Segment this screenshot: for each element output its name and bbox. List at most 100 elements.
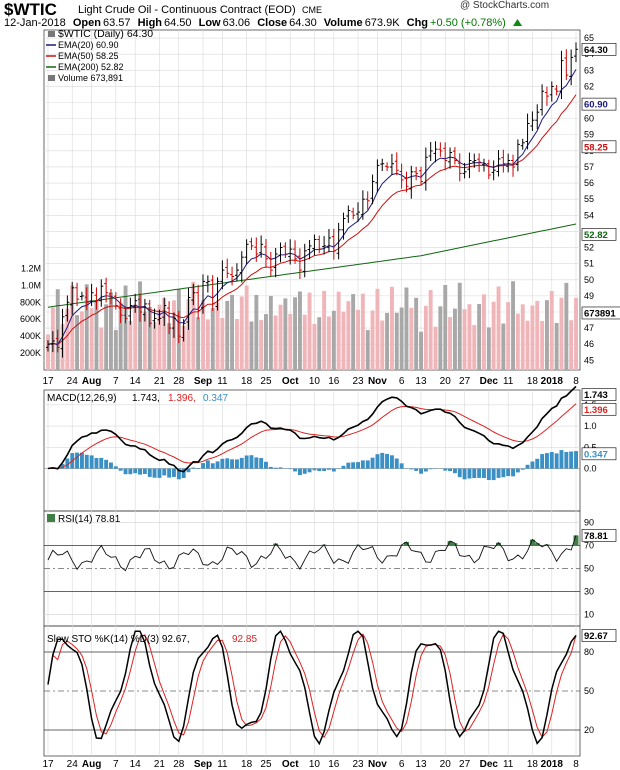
macd-histogram-bar bbox=[196, 468, 201, 469]
x-axis-label-top: 28 bbox=[173, 376, 185, 387]
macd-histogram-bar bbox=[341, 465, 346, 469]
ema200-tag-box bbox=[581, 228, 617, 241]
price-axis-label: 62 bbox=[584, 81, 594, 91]
x-axis-label-bottom: 13 bbox=[415, 759, 427, 770]
x-axis-label-top: 25 bbox=[260, 376, 272, 387]
macd-histogram-bar bbox=[545, 453, 549, 469]
macd-histogram-bar bbox=[569, 451, 574, 469]
volume-bar bbox=[414, 297, 419, 370]
last-price-tag-box bbox=[581, 43, 617, 56]
volume-bar bbox=[491, 301, 496, 370]
macd-histogram-bar bbox=[162, 468, 167, 476]
macd-histogram-bar bbox=[351, 462, 356, 469]
x-axis-label-bottom: 20 bbox=[440, 759, 452, 770]
rsi-overbought-fill bbox=[573, 535, 579, 546]
volume-bar bbox=[331, 310, 336, 370]
volume-bar bbox=[356, 309, 360, 370]
macd-histogram-bar bbox=[249, 455, 254, 469]
macd-histogram-bar bbox=[99, 457, 104, 469]
rsi-axis-label: 90 bbox=[584, 518, 594, 528]
volume-bar bbox=[186, 299, 191, 370]
volume-axis-label: 1.2M bbox=[21, 263, 41, 273]
macd-histogram-bar bbox=[215, 461, 220, 469]
macd-histogram-bar bbox=[322, 468, 327, 471]
macd-signal-line bbox=[47, 403, 577, 470]
x-axis-label-top: Dec bbox=[480, 376, 499, 387]
volume-bar bbox=[540, 320, 545, 370]
volume-bar bbox=[317, 317, 322, 370]
volume-bar bbox=[75, 315, 79, 370]
macd-histogram-bar bbox=[477, 468, 482, 478]
price-axis-label: 54 bbox=[584, 210, 594, 220]
x-axis-label-bottom: Dec bbox=[480, 759, 499, 770]
volume-bar bbox=[109, 292, 113, 370]
volume-bar bbox=[419, 331, 423, 370]
volume-bar bbox=[89, 308, 94, 370]
volume-bar bbox=[365, 330, 370, 370]
macd-histogram-bar bbox=[448, 468, 452, 472]
macd-histogram-bar bbox=[239, 457, 244, 469]
macd-histogram-bar bbox=[317, 468, 322, 471]
x-axis-label-top: 2018 bbox=[541, 376, 564, 387]
volume-axis-label: 800K bbox=[20, 297, 41, 307]
macd-histogram-bar bbox=[525, 464, 530, 469]
volume-bar bbox=[457, 282, 462, 370]
low-value: 63.06 bbox=[222, 17, 251, 29]
x-axis-label-bottom: 2018 bbox=[541, 759, 564, 770]
macd-hist-tag-box bbox=[581, 447, 617, 461]
macd-histogram-bar bbox=[375, 454, 380, 469]
volume-bar bbox=[351, 294, 356, 370]
macd-histogram-bar bbox=[84, 454, 89, 469]
close-label: Close bbox=[257, 17, 288, 29]
volume-bar bbox=[554, 323, 559, 370]
macd-histogram-bar bbox=[549, 452, 554, 469]
sto-axis-label: 80 bbox=[584, 647, 594, 657]
sto-d-value: 92.85 bbox=[232, 634, 257, 645]
macd-histogram-bar bbox=[414, 468, 419, 471]
macd-tag-box bbox=[581, 388, 617, 401]
volume-bar bbox=[205, 319, 210, 370]
macd-histogram-bar bbox=[235, 459, 239, 469]
x-axis-label-bottom: 17 bbox=[42, 759, 54, 770]
ema200-tag: 52.82 bbox=[584, 230, 608, 241]
x-axis-label-top: 13 bbox=[415, 376, 427, 387]
price-axis-label: 55 bbox=[584, 194, 594, 204]
volume-axis-label: 200K bbox=[20, 348, 41, 358]
macd-line bbox=[47, 385, 577, 473]
macd-histogram-bar bbox=[254, 457, 259, 469]
macd-histogram-bar bbox=[506, 468, 511, 477]
volume-bar bbox=[404, 287, 409, 370]
chg-label: Chg bbox=[406, 17, 429, 29]
volume-bar bbox=[138, 281, 142, 370]
macd-histogram-bar bbox=[264, 461, 268, 469]
macd-title: MACD(12,26,9) bbox=[47, 393, 116, 404]
rsi-line bbox=[47, 535, 577, 572]
x-axis-label-bottom: 11 bbox=[217, 759, 228, 770]
macd-histogram-bar bbox=[298, 468, 302, 475]
sto-k-line bbox=[47, 629, 577, 746]
macd-histogram-bar bbox=[225, 458, 230, 469]
price-axis-label: 60 bbox=[584, 114, 594, 124]
macd-histogram-bar bbox=[365, 460, 370, 469]
x-axis-label-top: 20 bbox=[440, 376, 452, 387]
ema20-tag-box bbox=[581, 97, 617, 111]
volume-bar bbox=[341, 311, 346, 370]
volume-bar bbox=[530, 305, 535, 370]
price-axis-label: 52 bbox=[584, 243, 594, 253]
volume-bar bbox=[375, 288, 380, 370]
macd-histogram-bar bbox=[273, 467, 278, 469]
rsi-overbought-fill bbox=[496, 542, 501, 546]
macd-histogram-bar bbox=[138, 468, 142, 475]
volume-bar bbox=[327, 316, 331, 370]
price-axis-label: 65 bbox=[584, 33, 594, 43]
volume-bar bbox=[423, 305, 428, 370]
legend-entry: EMA(20) 60.90 bbox=[58, 40, 119, 50]
volume-bar bbox=[360, 293, 365, 370]
x-axis-label-top: 8 bbox=[573, 376, 579, 387]
macd-histogram-bar bbox=[453, 468, 457, 474]
volume-bar bbox=[462, 309, 467, 370]
macd-histogram-bar bbox=[409, 468, 414, 470]
x-axis-label-bottom: 23 bbox=[352, 759, 364, 770]
volume-bar bbox=[99, 327, 104, 370]
macd-histogram-bar bbox=[133, 468, 138, 474]
